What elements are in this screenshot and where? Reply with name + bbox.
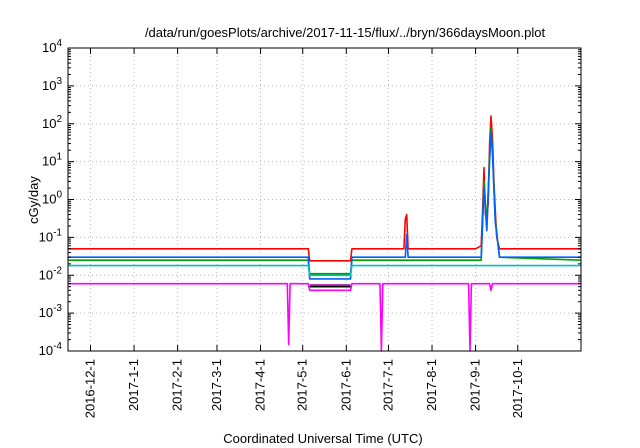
y-tick-label: 10-2 <box>39 265 63 282</box>
y-tick-label: 101 <box>42 152 62 169</box>
x-axis: 2016-12-1 2017-1-1 2017-2-1 2017-3-1 2017-4-… <box>82 48 525 418</box>
x-tick-label: 2016-12-1 <box>82 359 97 418</box>
x-tick-label: 2017-3-1 <box>209 359 224 411</box>
x-tick-label: 2017-4-1 <box>253 359 268 411</box>
plot-area <box>68 115 582 352</box>
x-tick-label: 2017-9-1 <box>468 359 483 411</box>
y-tick-label: 100 <box>42 190 62 207</box>
series-line-2 <box>68 131 581 280</box>
y-tick-label: 103 <box>42 76 62 93</box>
x-tick-label: 2017-7-1 <box>380 359 395 411</box>
x-tick-label: 2017-10-1 <box>510 359 525 418</box>
chart-title: /data/run/goesPlots/archive/2017-11-15/f… <box>145 25 546 40</box>
x-tick-label: 2017-1-1 <box>126 359 141 411</box>
x-tick-label: 2017-2-1 <box>170 359 185 411</box>
y-axis-label: cGy/day <box>26 176 41 224</box>
x-axis-label: Coordinated Universal Time (UTC) <box>223 431 422 446</box>
x-tick-label: 2017-6-1 <box>338 359 353 411</box>
series-line-3 <box>68 282 581 352</box>
y-tick-label: 102 <box>42 114 62 131</box>
series-line-4 <box>68 264 581 277</box>
y-tick-label: 10-1 <box>39 227 63 244</box>
series-line-0 <box>68 115 581 262</box>
y-tick-label: 10-4 <box>39 341 63 358</box>
grid <box>68 47 581 352</box>
y-axis: 10-4 10-3 10-2 10-1 100 101 102 103 104 <box>39 38 581 358</box>
x-tick-label: 2017-8-1 <box>424 359 439 411</box>
y-tick-label: 10-3 <box>39 303 63 320</box>
series-line-1 <box>68 126 582 275</box>
x-tick-label: 2017-5-1 <box>295 359 310 411</box>
y-tick-label: 104 <box>42 38 62 55</box>
